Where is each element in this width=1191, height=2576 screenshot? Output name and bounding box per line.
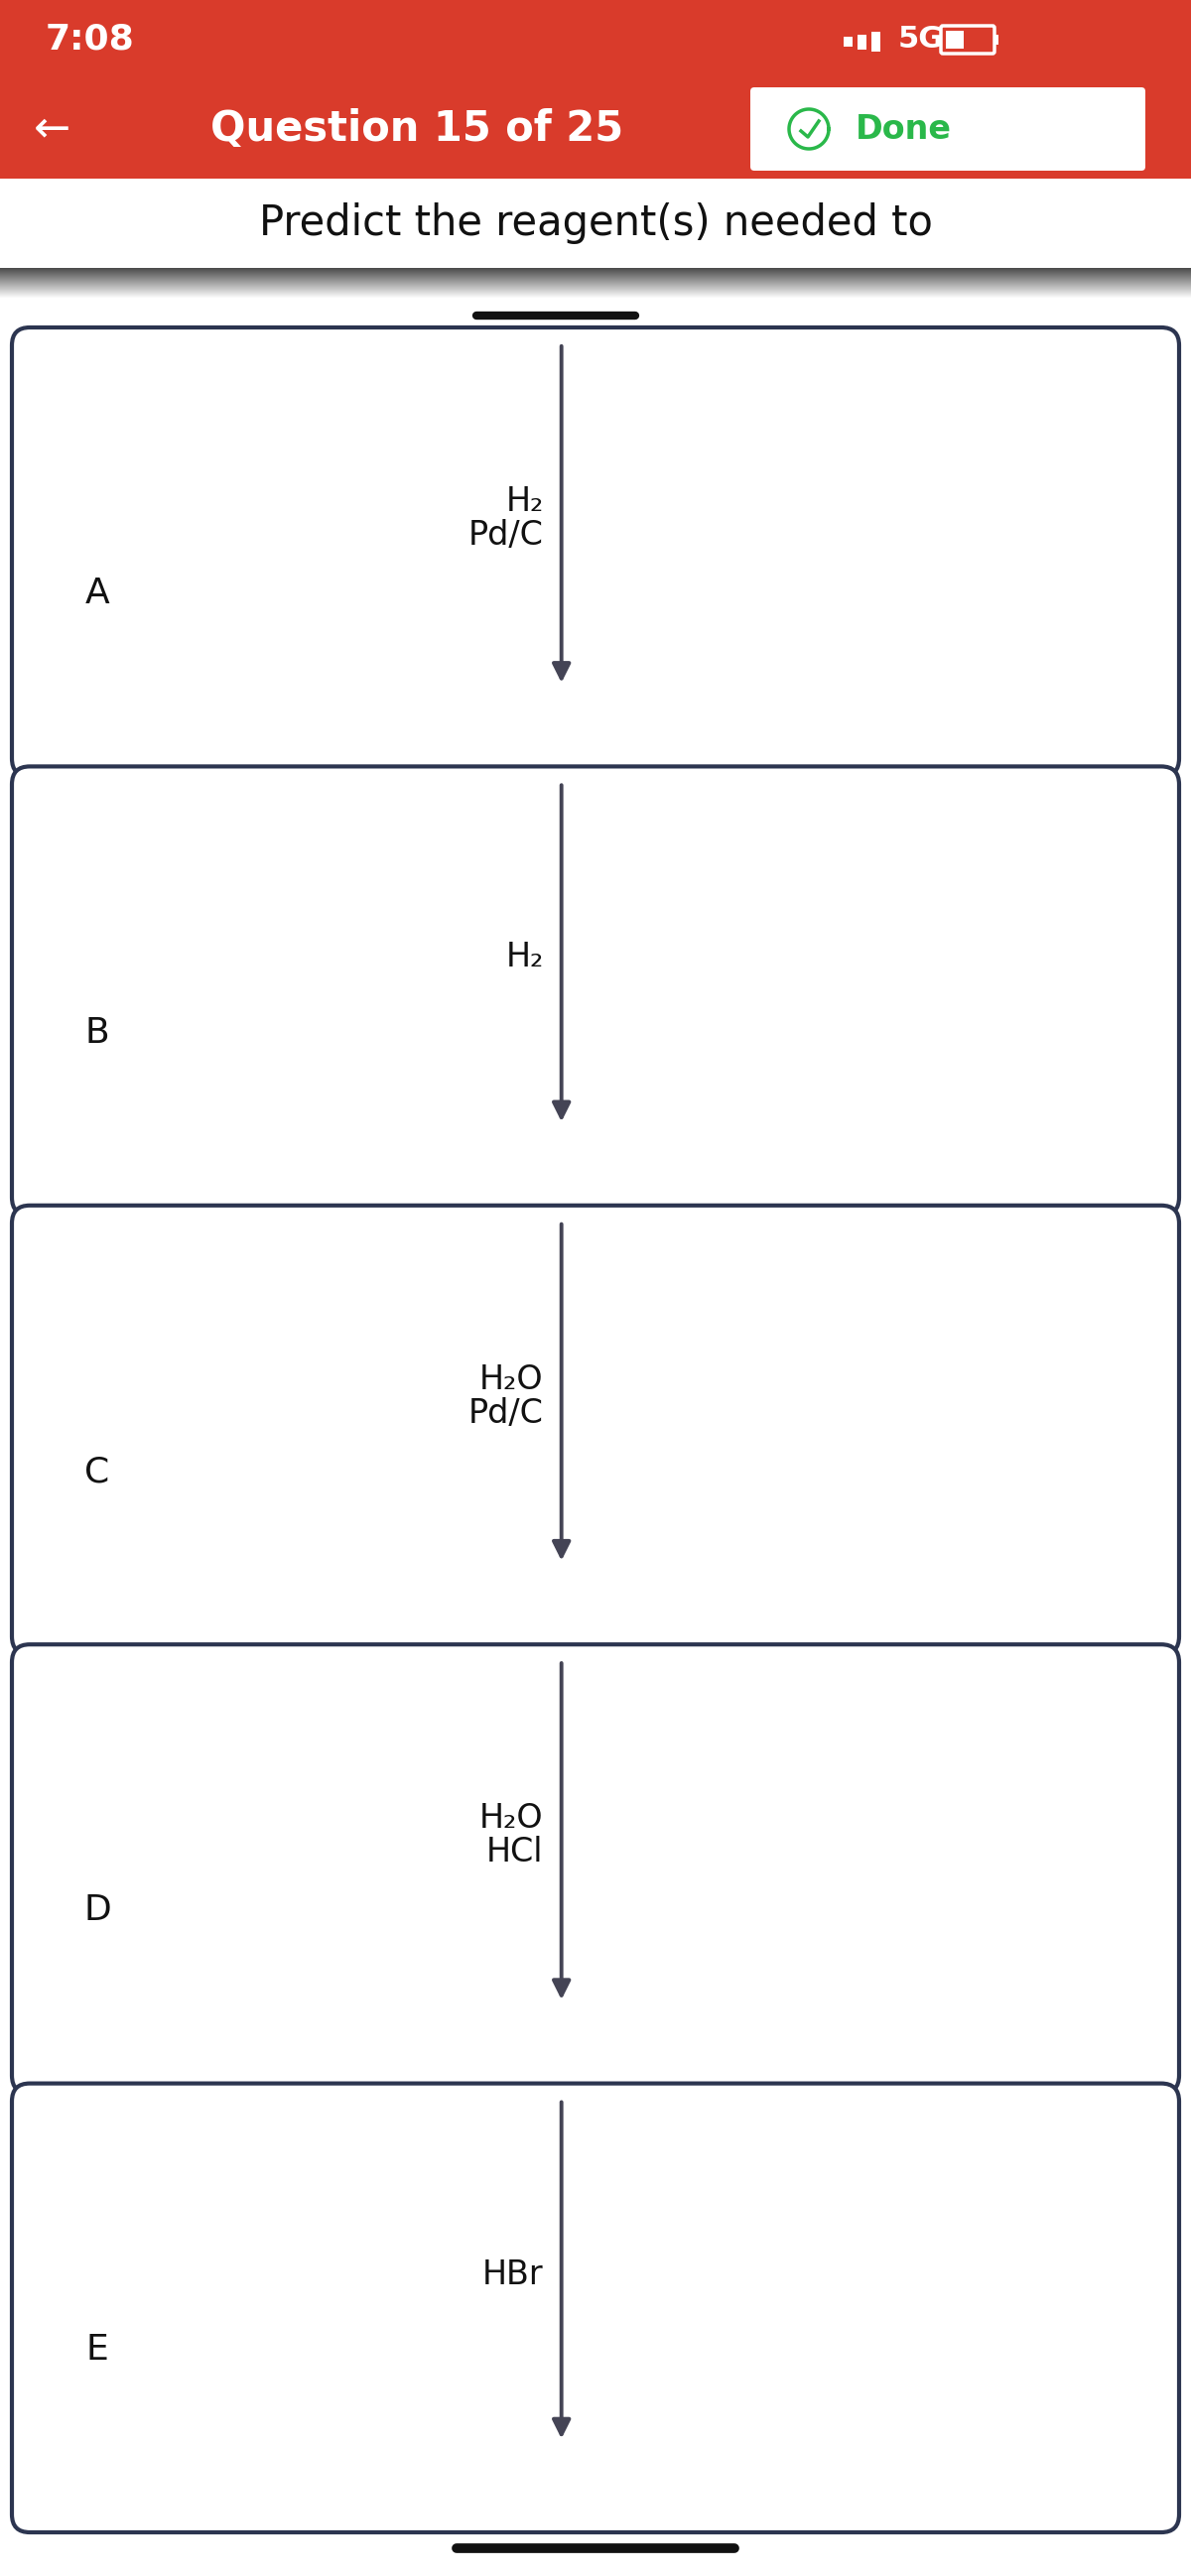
Text: Predict the reagent(s) needed to: Predict the reagent(s) needed to bbox=[258, 204, 933, 245]
FancyBboxPatch shape bbox=[27, 783, 1164, 1200]
Text: H₂O: H₂O bbox=[480, 1363, 543, 1396]
FancyBboxPatch shape bbox=[27, 2099, 1164, 2517]
FancyBboxPatch shape bbox=[12, 1206, 1179, 1654]
Bar bbox=[843, 36, 853, 46]
Bar bbox=[872, 31, 880, 52]
Text: H₂: H₂ bbox=[505, 484, 543, 518]
Bar bbox=[993, 33, 998, 44]
Bar bbox=[0, 80, 1191, 178]
Text: H₂O: H₂O bbox=[480, 1803, 543, 1834]
Bar bbox=[946, 31, 964, 49]
FancyBboxPatch shape bbox=[12, 1643, 1179, 2094]
FancyBboxPatch shape bbox=[12, 768, 1179, 1216]
Text: 5G: 5G bbox=[898, 26, 944, 54]
Text: HBr: HBr bbox=[482, 2259, 543, 2290]
FancyBboxPatch shape bbox=[12, 327, 1179, 775]
FancyBboxPatch shape bbox=[27, 1221, 1164, 1638]
FancyBboxPatch shape bbox=[27, 1662, 1164, 2076]
Text: A: A bbox=[85, 577, 110, 611]
Text: 7:08: 7:08 bbox=[45, 23, 133, 57]
FancyBboxPatch shape bbox=[27, 343, 1164, 760]
FancyBboxPatch shape bbox=[12, 2084, 1179, 2532]
Text: B: B bbox=[85, 1015, 110, 1048]
Text: D: D bbox=[83, 1893, 111, 1927]
FancyBboxPatch shape bbox=[750, 88, 1146, 170]
Text: Pd/C: Pd/C bbox=[468, 518, 543, 551]
Text: Pd/C: Pd/C bbox=[468, 1396, 543, 1430]
Bar bbox=[0, 0, 1191, 80]
Text: HCl: HCl bbox=[486, 1837, 543, 1868]
Text: E: E bbox=[86, 2334, 108, 2367]
Text: H₂: H₂ bbox=[505, 940, 543, 974]
Text: Question 15 of 25: Question 15 of 25 bbox=[211, 108, 623, 149]
Text: Done: Done bbox=[855, 113, 952, 144]
Text: C: C bbox=[85, 1455, 110, 1489]
Text: ←: ← bbox=[33, 108, 70, 149]
Bar bbox=[858, 33, 867, 49]
